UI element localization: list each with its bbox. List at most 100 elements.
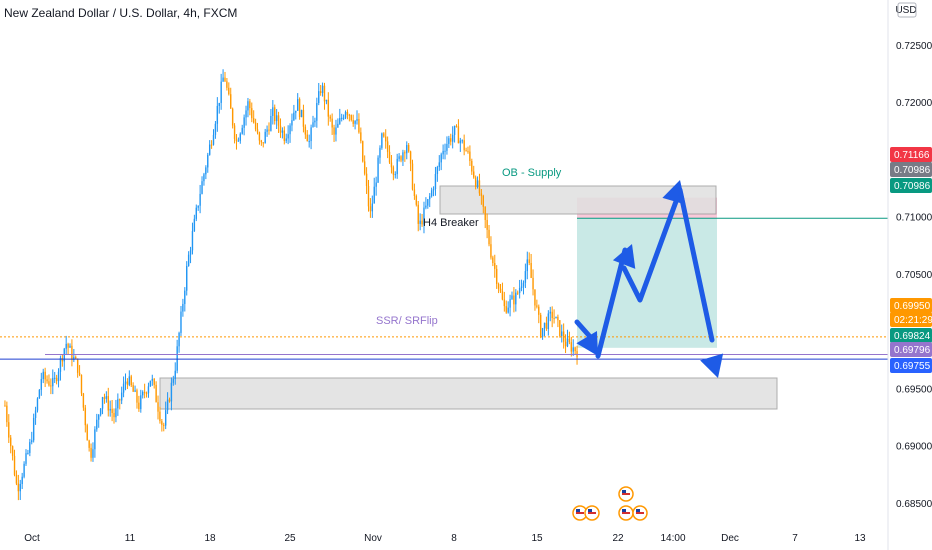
candle-body — [427, 199, 429, 206]
candle-body — [570, 342, 573, 352]
price-tag-label: 0.70986 — [894, 181, 931, 192]
candle-body — [252, 118, 255, 123]
y-tick-label: 0.71000 — [896, 213, 932, 224]
candle-body — [528, 259, 530, 264]
candle-body — [358, 119, 360, 133]
candle-body — [258, 132, 261, 141]
candle-body — [562, 331, 565, 342]
candle-body — [448, 138, 450, 144]
candle-body — [423, 207, 425, 225]
candle-body — [159, 411, 161, 422]
candle-body — [513, 295, 515, 305]
candle-body — [73, 356, 75, 360]
annotation-labels: OB - Supply H4 Breaker SSR/ SRFlip — [376, 167, 562, 327]
candle-body — [67, 343, 69, 348]
candle-body — [497, 283, 500, 289]
candle-body — [478, 180, 481, 194]
candle-body — [189, 250, 192, 255]
candle-body — [381, 133, 383, 148]
candle-body — [474, 177, 477, 187]
candle-body — [13, 455, 16, 475]
candle-body — [304, 126, 307, 135]
candle-body — [287, 134, 289, 139]
candle-body — [539, 314, 542, 337]
candle-body — [551, 311, 553, 319]
candle-body — [312, 122, 314, 128]
candle-body — [379, 147, 381, 158]
candle-body — [80, 374, 83, 394]
candle-body — [226, 81, 228, 88]
candle-body — [166, 399, 169, 411]
candle-body — [310, 127, 312, 142]
candle-body — [333, 127, 335, 135]
candle-body — [153, 378, 155, 385]
candle-body — [109, 408, 111, 411]
candle-body — [545, 322, 548, 329]
candle-body — [279, 125, 282, 133]
candle-body — [348, 114, 351, 116]
y-tick-label: 0.72500 — [896, 41, 932, 52]
candle-body — [314, 120, 316, 123]
candle-body — [32, 417, 35, 441]
candle-body — [31, 440, 33, 443]
candle-body — [300, 109, 303, 118]
candle-body — [99, 408, 102, 415]
candle-body — [25, 453, 27, 464]
x-tick-label: 7 — [792, 533, 798, 544]
candle-body — [48, 381, 50, 386]
candle-body — [172, 379, 175, 383]
candle-body — [54, 377, 56, 379]
candle-body — [442, 150, 444, 155]
candle-body — [564, 341, 567, 347]
candle-body — [476, 180, 479, 187]
x-tick-label: Nov — [364, 533, 382, 544]
candle-body — [318, 91, 320, 104]
candle-body — [274, 107, 276, 122]
candle-body — [555, 316, 557, 319]
candle-body — [50, 385, 52, 387]
candle-body — [377, 157, 379, 183]
candle-body — [92, 449, 94, 458]
candle-body — [96, 419, 98, 430]
candle-body — [394, 174, 396, 176]
price-tag — [890, 178, 932, 193]
candle-body — [180, 311, 182, 333]
candle-body — [289, 125, 291, 135]
candle-body — [306, 134, 308, 142]
candle-body — [553, 318, 555, 320]
price-tag — [890, 147, 932, 162]
price-tag-label: 0.69796 — [894, 345, 931, 356]
candle-body — [429, 196, 431, 200]
candle-body — [352, 120, 354, 124]
candle-body — [421, 220, 423, 225]
candle-body — [230, 94, 232, 109]
candle-body — [212, 134, 215, 145]
candle-body — [272, 107, 274, 116]
price-tag-label: 0.69824 — [894, 331, 931, 342]
candle-body — [434, 174, 437, 190]
candle-body — [383, 133, 385, 137]
candle-body — [400, 156, 402, 161]
candle-body — [561, 331, 563, 337]
candle-body — [425, 205, 427, 208]
candle-body — [375, 182, 377, 187]
flag-canton — [576, 509, 580, 512]
candle-body — [254, 122, 257, 130]
candle-body — [532, 277, 534, 290]
candle-body — [451, 134, 454, 142]
candle-body — [218, 102, 220, 106]
candle-body — [126, 381, 129, 385]
candle-body — [40, 379, 43, 390]
candle-body — [568, 338, 571, 343]
candle-body — [520, 286, 523, 289]
candle-body — [199, 193, 201, 206]
y-tick-label: 0.72000 — [896, 98, 932, 109]
projection-arrowhead-2 — [612, 244, 636, 269]
candle-body — [193, 218, 196, 232]
price-axis: USD0.685000.690000.695000.700000.705000.… — [887, 0, 932, 550]
candle-body — [19, 483, 21, 492]
candle-body — [260, 140, 263, 143]
candle-body — [316, 103, 318, 121]
candle-body — [111, 408, 113, 414]
